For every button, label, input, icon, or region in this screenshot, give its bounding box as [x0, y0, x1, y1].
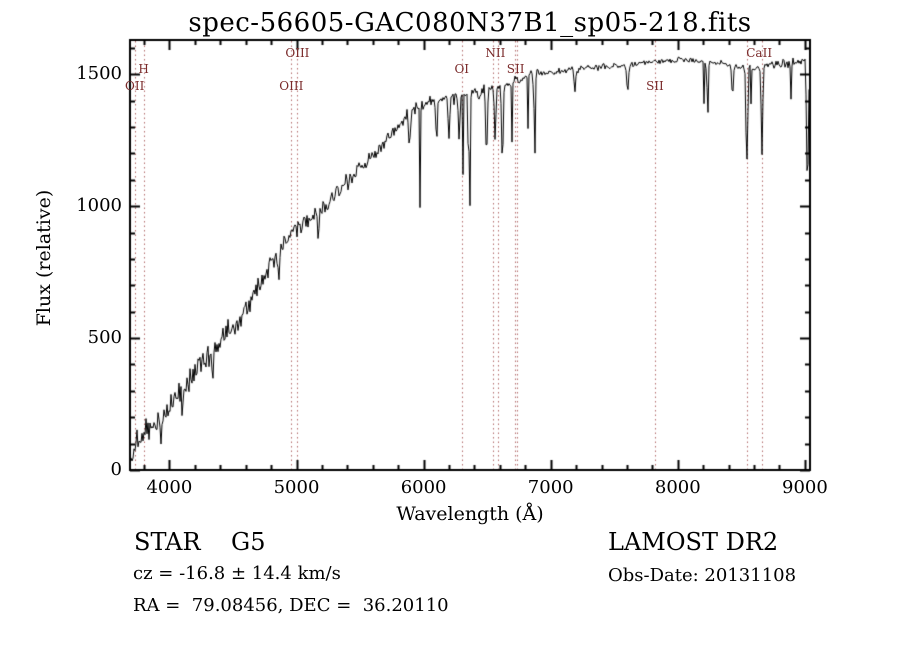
y-tick-label: 500: [87, 327, 122, 349]
spectral-line-label: SII: [506, 62, 525, 76]
y-tick-label: 1000: [76, 195, 122, 217]
spectral-line-label: OII: [125, 79, 145, 93]
spectral-line-label: OI: [454, 62, 470, 76]
survey-name-label: LAMOST DR2: [608, 528, 779, 556]
radial-velocity-label: cz = -16.8 ± 14.4 km/s: [133, 563, 341, 584]
x-tick-label: 6000: [400, 477, 447, 498]
x-tick-label: 7000: [527, 477, 574, 498]
obs-date-label: Obs-Date: 20131108: [608, 565, 797, 586]
x-tick-label: 4000: [146, 477, 193, 498]
x-axis-label: Wavelength (Å): [396, 503, 544, 525]
plot-title: spec-56605-GAC080N37B1_sp05-218.fits: [188, 8, 752, 38]
object-class-label: STAR G5: [134, 528, 266, 556]
y-tick-label: 0: [110, 459, 122, 480]
x-tick-label: 9000: [782, 477, 828, 498]
spectral-line-label: H: [138, 62, 149, 76]
spectral-line-label: OIII: [285, 46, 310, 60]
spectral-line-label: CaII: [746, 46, 773, 60]
coordinates-label: RA = 79.08456, DEC = 36.20110: [133, 595, 449, 616]
x-tick-label: 8000: [654, 477, 701, 498]
spectral-line-label: SII: [646, 79, 664, 93]
y-tick-label: 1500: [76, 63, 122, 85]
spectral-line-label: NII: [485, 46, 506, 60]
x-tick-label: 5000: [273, 477, 320, 498]
spectral-line-label: OIII: [279, 79, 304, 93]
